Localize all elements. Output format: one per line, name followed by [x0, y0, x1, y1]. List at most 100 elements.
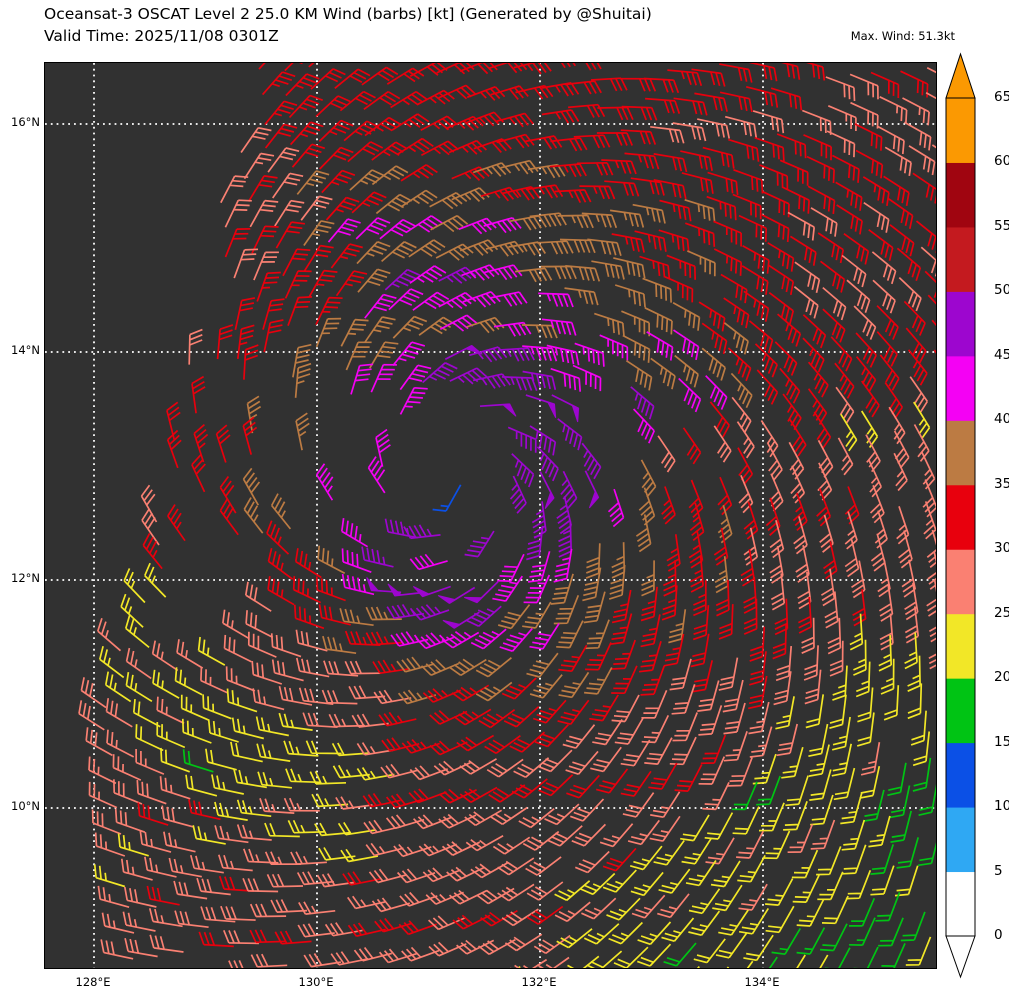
wind-barb	[466, 605, 502, 627]
wind-barb	[860, 742, 881, 776]
wind-barb	[255, 716, 289, 737]
wind-barb	[907, 349, 928, 386]
wind-barb	[611, 665, 638, 695]
wind-barb-flag	[546, 401, 557, 419]
wind-barb	[583, 591, 606, 624]
x-tick-label: 134°E	[744, 975, 780, 989]
wind-barb	[776, 723, 799, 757]
wind-barb	[420, 659, 460, 676]
wind-barb	[663, 942, 697, 967]
wind-barb	[883, 175, 910, 207]
wind-barb	[259, 798, 295, 814]
wind-barb	[137, 802, 169, 826]
wind-barb	[466, 86, 506, 101]
wind-barb	[493, 321, 532, 337]
wind-barb	[480, 186, 520, 202]
wind-barb	[425, 891, 464, 905]
wind-barb	[469, 346, 508, 363]
wind-barb	[888, 406, 906, 445]
wind-barb	[644, 737, 673, 765]
wind-barb	[834, 362, 855, 399]
wind-barb	[768, 473, 784, 512]
wind-barb	[728, 138, 760, 162]
wind-barb	[381, 241, 417, 263]
wind-barb	[863, 789, 885, 822]
wind-barb	[661, 917, 695, 943]
wind-barb	[849, 613, 864, 651]
wind-barb	[429, 709, 468, 725]
wind-barb	[870, 865, 895, 896]
wind-barb	[251, 661, 283, 685]
wind-barb	[877, 125, 905, 155]
wind-barb	[409, 553, 448, 571]
wind-barb	[317, 545, 346, 574]
wind-barb	[522, 370, 557, 390]
wind-barb	[486, 758, 524, 778]
wind-barb	[264, 123, 298, 149]
wind-barb	[704, 812, 734, 840]
wind-barb	[507, 426, 537, 453]
wind-barb	[492, 575, 524, 602]
wind-barb	[504, 933, 543, 952]
wind-barb-flag	[412, 585, 431, 597]
wind-barb	[242, 467, 261, 506]
wind-barb	[560, 470, 578, 509]
wind-barb	[878, 917, 904, 947]
wind-barb	[650, 791, 681, 819]
wind-barb	[461, 264, 500, 281]
wind-barb	[198, 931, 234, 948]
wind-barb	[869, 484, 885, 524]
wind-barb	[174, 667, 203, 696]
wind-barb	[480, 909, 518, 927]
wind-barb-flag	[544, 490, 555, 510]
wind-barb	[80, 677, 107, 709]
wind-barb	[912, 757, 932, 792]
wind-barb	[789, 419, 807, 457]
wind-barb	[375, 428, 391, 467]
wind-barb	[688, 530, 704, 569]
wind-barb	[641, 689, 668, 719]
wind-barb	[713, 425, 732, 463]
wind-barb	[436, 63, 475, 75]
wind-barb	[788, 441, 805, 480]
wind-barb	[511, 453, 535, 488]
wind-barb	[219, 475, 237, 514]
wind-barb	[415, 632, 455, 650]
wind-barb	[627, 819, 660, 846]
wind-barb	[332, 764, 370, 779]
wind-barb	[565, 265, 601, 282]
wind-barb	[793, 286, 819, 319]
wind-barb	[264, 851, 302, 866]
wind-barb	[524, 135, 563, 150]
wind-barb	[513, 757, 550, 778]
wind-barb	[511, 778, 548, 799]
wind-barb	[621, 105, 658, 121]
wind-barb	[705, 837, 735, 865]
wind-barb	[758, 802, 785, 832]
wind-barb	[97, 885, 130, 909]
wind-barb	[278, 712, 313, 731]
wind-barb	[775, 646, 793, 682]
wind-barb	[305, 740, 342, 755]
wind-barb	[399, 891, 438, 907]
wind-barb	[249, 903, 287, 918]
wind-barb	[315, 463, 334, 501]
wind-barb	[688, 888, 721, 915]
wind-barb	[748, 63, 778, 82]
wind-barb	[249, 929, 286, 944]
wind-barb	[78, 700, 105, 731]
wind-barb	[284, 270, 312, 299]
wind-barb	[267, 548, 294, 580]
wind-barb	[554, 880, 591, 902]
wind-barb	[720, 273, 748, 304]
wind-barb	[344, 630, 381, 646]
wind-barb	[829, 694, 847, 730]
wind-barb	[801, 109, 832, 135]
wind-barb	[718, 604, 734, 640]
wind-barb	[396, 868, 436, 884]
wind-barb	[707, 171, 739, 195]
wind-barb	[658, 868, 691, 894]
wind-barb	[497, 883, 535, 902]
wind-barb	[904, 582, 919, 621]
wind-barb	[767, 242, 795, 272]
